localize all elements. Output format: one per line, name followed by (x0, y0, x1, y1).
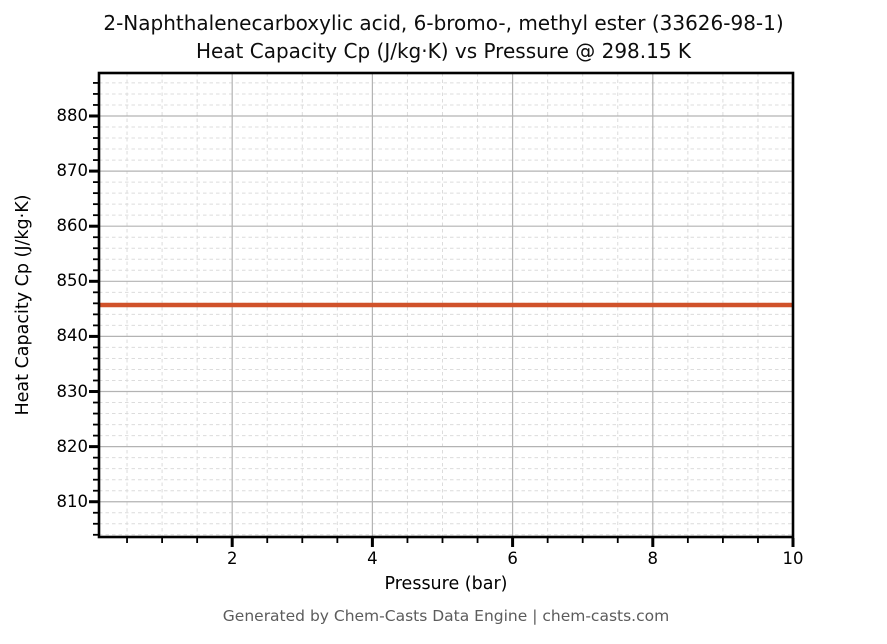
chart-title-line-1: 2-Naphthalenecarboxylic acid, 6-bromo-, … (103, 11, 784, 35)
y-tick-label: 830 (56, 381, 89, 401)
footer-credit: Generated by Chem-Casts Data Engine | ch… (222, 607, 670, 625)
y-tick-label: 880 (56, 105, 89, 125)
y-tick-label: 850 (56, 271, 89, 291)
chart-title-line-2: Heat Capacity Cp (J/kg·K) vs Pressure @ … (195, 39, 692, 63)
y-tick-label: 870 (56, 161, 89, 181)
x-tick-label: 10 (782, 549, 804, 568)
y-tick-label: 820 (56, 436, 89, 456)
y-tick-label: 860 (56, 216, 89, 236)
x-tick-label: 4 (367, 549, 378, 568)
y-axis-label: Heat Capacity Cp (J/kg·K) (13, 194, 33, 416)
y-tick-label: 810 (56, 491, 89, 511)
y-tick-label: 840 (56, 326, 89, 346)
x-tick-label: 2 (226, 549, 238, 568)
plot-frame (97, 71, 795, 539)
x-tick-label: 8 (647, 549, 659, 568)
x-axis-label: Pressure (bar) (384, 574, 508, 594)
x-tick-label: 6 (507, 549, 518, 568)
